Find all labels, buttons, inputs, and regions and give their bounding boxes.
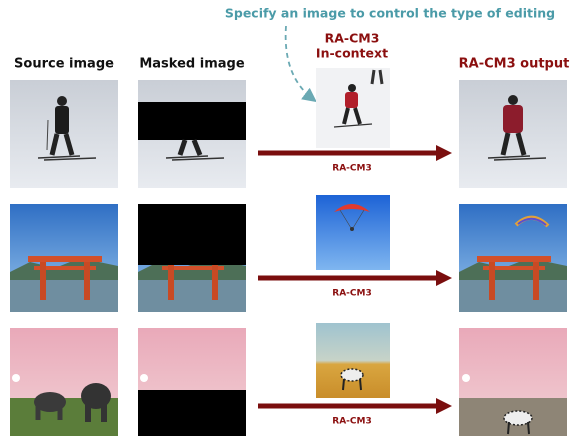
in-context-image	[316, 323, 390, 398]
figure: Specify an image to control the type of …	[0, 0, 571, 440]
header-in-context: RA-CM3	[325, 31, 380, 46]
arrowhead	[436, 145, 452, 161]
header-source: Source image	[14, 57, 114, 72]
header-in-context: In-context	[316, 46, 388, 61]
arrowhead	[436, 270, 452, 286]
instruction: Specify an image to control the type of …	[225, 6, 555, 21]
in-context-image	[316, 68, 390, 148]
output-image	[459, 328, 567, 436]
page: Specify an image to control the type of …	[0, 0, 571, 440]
in-context-image	[316, 195, 390, 270]
output-image	[459, 80, 567, 188]
masked-image	[138, 204, 246, 312]
dashed-arrow	[286, 26, 314, 100]
source-image	[10, 328, 118, 436]
masked-image	[138, 328, 246, 436]
source-image	[10, 204, 118, 312]
arrow-label: RA-CM3	[332, 417, 371, 427]
masked-image	[138, 80, 246, 188]
output-image	[459, 204, 567, 312]
arrow-label: RA-CM3	[332, 289, 371, 299]
header-masked: Masked image	[139, 57, 244, 72]
header-output: RA-CM3 output	[459, 57, 570, 72]
arrow-label: RA-CM3	[332, 164, 371, 174]
arrowhead	[436, 398, 452, 414]
source-image	[10, 80, 118, 188]
